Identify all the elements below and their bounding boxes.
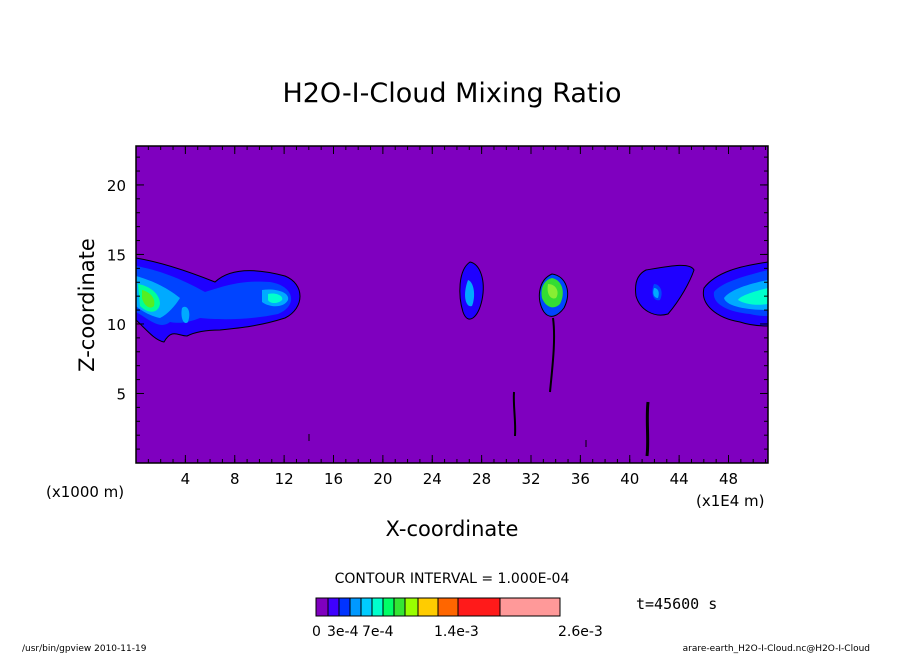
colorbar-label-1: 3e-4: [327, 624, 359, 640]
y-tick-label: 5: [116, 385, 126, 403]
x-unit-right: (x1E4 m): [696, 492, 765, 510]
colorbar-swatch: [499, 597, 561, 617]
cloud-region-right-core: [738, 288, 768, 305]
x-tick-label: 28: [472, 470, 491, 488]
colorbar-swatch: [371, 597, 384, 617]
y-tick-label: 20: [107, 177, 126, 195]
y-tick-label: 10: [107, 316, 126, 334]
x-tick-label: 8: [230, 470, 240, 488]
footer-left: /usr/bin/gpview 2010-11-19: [22, 644, 147, 654]
x-tick-label: 48: [719, 470, 738, 488]
x-tick-label: 32: [521, 470, 540, 488]
x-tick-label: 16: [324, 470, 343, 488]
colorbar-swatch: [327, 597, 340, 617]
colorbar-label-2: 7e-4: [362, 624, 394, 640]
x-tick-label: 12: [275, 470, 294, 488]
colorbar-swatch: [349, 597, 362, 617]
contour-interval-text: CONTOUR INTERVAL = 1.000E-04: [335, 571, 570, 587]
y-axis-label: Z-coordinate: [75, 238, 99, 372]
cloud-region-peak: [142, 290, 155, 308]
colorbar: [315, 597, 561, 617]
contour-lines: [135, 257, 769, 457]
x-unit-left: (x1000 m): [46, 483, 124, 501]
cloud-region-x27-inner: [465, 280, 475, 307]
chart-title: H2O-I-Cloud Mixing Ratio: [282, 78, 621, 109]
cloud-region-x42-outer: [635, 265, 694, 316]
x-tick-label: 36: [571, 470, 590, 488]
cloud-region-x33-peak: [547, 284, 558, 299]
x-axis: 4 8 12 16 20 24 28 32 36 40 44 48: [147, 146, 767, 488]
colorbar-swatch: [338, 597, 351, 617]
x-tick-label: 24: [423, 470, 442, 488]
colorbar-label-4: 2.6e-3: [558, 624, 603, 640]
cloud-region-mid: [136, 266, 292, 325]
x-tick-label: 44: [670, 470, 689, 488]
colorbar-swatch: [315, 597, 329, 617]
plot-frame: [135, 145, 769, 464]
cloud-region-lobe: [181, 306, 190, 324]
cloud-region-x42-core: [653, 288, 659, 298]
colorbar-swatch: [360, 597, 373, 617]
x-tick-label: 40: [620, 470, 639, 488]
x-tick-label: 4: [181, 470, 191, 488]
colorbar-swatch: [457, 597, 501, 617]
colorbar-label-0: 0: [312, 624, 321, 640]
colorbar-swatch: [417, 597, 439, 617]
colorbar-swatch: [437, 597, 459, 617]
colorbar-swatch: [393, 597, 406, 617]
y-axis: 5 10 15 20: [107, 156, 768, 450]
x-tick-label: 20: [373, 470, 392, 488]
x-axis-label: X-coordinate: [386, 517, 519, 541]
time-text: t=45600 s: [636, 595, 717, 613]
contour-fill-layer: [136, 258, 768, 342]
colorbar-swatch: [382, 597, 395, 617]
cloud-region-core-2: [268, 293, 283, 303]
colorbar-swatch: [404, 597, 419, 617]
colorbar-label-3: 1.4e-3: [434, 624, 479, 640]
footer-right: arare-earth_H2O-I-Cloud.nc@H2O-I-Cloud: [683, 644, 870, 654]
y-tick-label: 15: [107, 246, 126, 264]
